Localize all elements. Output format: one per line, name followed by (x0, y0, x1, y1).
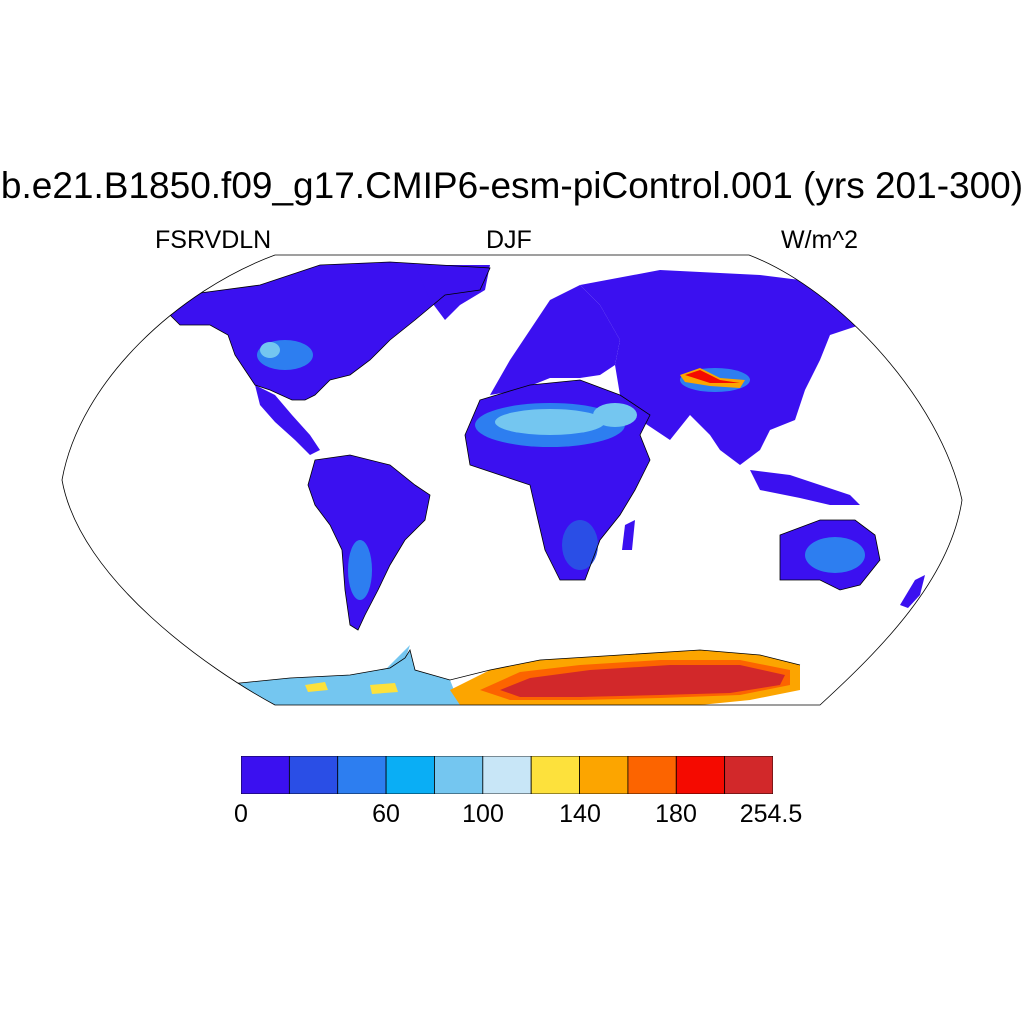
colorbar-box-2 (337, 756, 387, 794)
south-america-landmass (308, 455, 430, 630)
season-label: DJF (486, 226, 532, 254)
europe-landmass (490, 285, 620, 395)
us-rockies-highlight (260, 342, 280, 358)
coastlines (164, 261, 881, 686)
antarctica-east-core (500, 665, 785, 697)
antarctica-yellow-patches (305, 682, 398, 694)
andes-highlight (348, 540, 372, 600)
antarctica-west (220, 650, 460, 705)
units-label: W/m^2 (781, 226, 859, 254)
australia-highlight (805, 537, 865, 573)
tibet-snow-core (685, 370, 740, 383)
colorbar-box-5 (482, 756, 532, 794)
colorbar-label-60: 60 (372, 800, 400, 828)
antarctica-peninsula (385, 645, 410, 672)
colorbar-label-100: 100 (462, 800, 504, 828)
variable-label: FSRVDLN (155, 226, 272, 254)
central-america-landmass (255, 385, 320, 455)
colorbar-box-0 (241, 756, 290, 794)
colorbar (241, 756, 773, 794)
colorbar-box-8 (627, 756, 677, 794)
asia-landmass (580, 270, 870, 465)
colorbar-box-3 (385, 756, 435, 794)
colorbar-box-9 (675, 756, 726, 794)
colorbar-box-10 (724, 756, 773, 794)
colorbar-box-4 (434, 756, 484, 794)
map-boundary (61, 254, 963, 706)
colorbar-label-180: 180 (655, 800, 697, 828)
colorbar-box-7 (579, 756, 629, 794)
indonesia-landmass (750, 470, 860, 505)
colorbar-box-1 (288, 756, 339, 794)
madagascar-landmass (622, 520, 635, 550)
world-map (61, 254, 963, 706)
sahara-core-highlight (495, 409, 605, 435)
southern-africa-highlight (562, 520, 598, 570)
arabia-highlight (593, 403, 637, 427)
map-content (164, 261, 925, 705)
greenland-landmass (415, 265, 490, 320)
colorbar-label-140: 140 (559, 800, 601, 828)
colorbar-box-6 (530, 756, 580, 794)
colorbar-label-0: 0 (234, 800, 248, 828)
figure-title: b.e21.B1850.f09_g17.CMIP6-esm-piControl.… (0, 165, 1024, 206)
new-zealand-landmass (900, 575, 925, 608)
north-america-landmass (165, 262, 490, 400)
colorbar-label-254-5: 254.5 (739, 800, 803, 828)
